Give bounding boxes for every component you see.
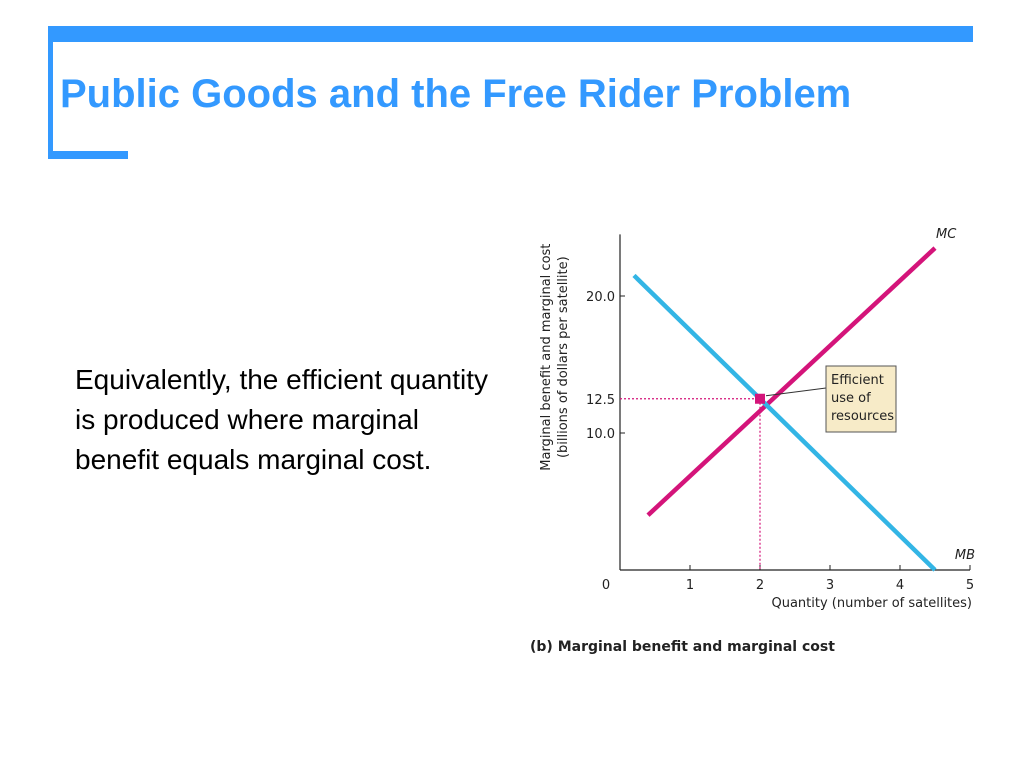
mc-curve-label: MC	[936, 227, 957, 242]
callout-text-line: resources	[831, 409, 894, 424]
x-tick-label: 5	[966, 578, 974, 593]
chart-caption: (b) Marginal benefit and marginal cost	[530, 639, 835, 655]
x-tick-label: 3	[826, 578, 834, 593]
slide-title: Public Goods and the Free Rider Problem	[60, 72, 852, 116]
callout-text-line: use of	[831, 391, 871, 406]
y-axis-title-line2: (billions of dollars per satellite)	[556, 256, 571, 458]
mc-curve	[646, 246, 937, 517]
x-tick-label: 0	[602, 578, 610, 593]
x-axis-title: Quantity (number of satellites)	[771, 596, 972, 611]
y-tick-label: 20.0	[586, 290, 615, 305]
equilibrium-guides	[620, 398, 761, 570]
y-axis-title-line1: Marginal benefit and marginal cost	[539, 244, 554, 471]
chart-labels: Quantity (number of satellites) Marginal …	[530, 227, 975, 655]
body-text: Equivalently, the efficient quantity is …	[75, 364, 488, 475]
title-accent-bar	[48, 26, 973, 42]
mb-curve-label: MB	[955, 548, 975, 563]
x-tick-label: 2	[756, 578, 764, 593]
title-left-bracket	[48, 26, 53, 159]
efficient-use-callout: Efficient use of resources	[765, 365, 897, 433]
mb-curve	[632, 273, 937, 572]
equilibrium-price-label: 12.5	[586, 393, 615, 408]
x-tick-label: 4	[896, 578, 904, 593]
chart-curves	[632, 246, 937, 572]
x-tick-label: 1	[686, 578, 694, 593]
chart-axes: 0 1 2 3 4 5 10.0 20.0	[586, 234, 974, 593]
callout-text-line: Efficient	[831, 373, 884, 388]
y-tick-label: 10.0	[586, 427, 615, 442]
equilibrium-point	[755, 393, 765, 404]
callout-box	[825, 365, 897, 433]
callout-leader-line	[765, 387, 827, 397]
title-bottom-stub	[48, 151, 128, 159]
